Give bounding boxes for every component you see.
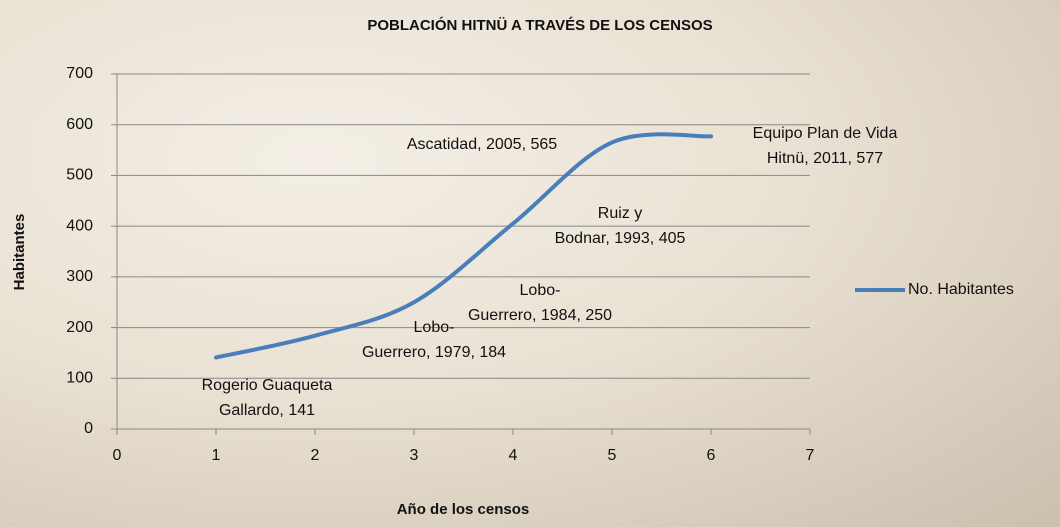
data-label-box: Lobo- Guerrero, 1979, 184 — [361, 319, 507, 361]
y-tick-label: 0 — [84, 420, 93, 437]
data-label: Lobo- Guerrero, 1984, 250 — [467, 282, 613, 324]
y-tick-label: 600 — [66, 116, 93, 133]
chart-title: POBLACIÓN HITNÜ A TRAVÉS DE LOS CENSOS — [367, 16, 712, 34]
data-label: Equipo Plan de Vida Hitnü, 2011, 577 — [752, 125, 898, 167]
x-tick-label: 7 — [806, 447, 815, 464]
data-label: Ruiz y Bodnar, 1993, 405 — [554, 205, 686, 247]
data-label-box: Ruiz y Bodnar, 1993, 405 — [554, 205, 686, 247]
y-tick-label: 500 — [66, 167, 93, 184]
data-label: Ascatidad, 2005, 565 — [406, 135, 558, 153]
data-label: Lobo- Guerrero, 1979, 184 — [361, 319, 507, 361]
data-label-box: Ascatidad, 2005, 565 — [406, 135, 558, 153]
data-label: Rogerio Guaqueta Gallardo, 141 — [201, 377, 333, 419]
legend-label: No. Habitantes — [908, 281, 1014, 298]
x-tick-label: 2 — [311, 447, 320, 464]
y-tick-label: 200 — [66, 319, 93, 336]
x-tick-label: 3 — [410, 447, 419, 464]
series-line — [214, 132, 713, 360]
x-axis-label: Año de los censos — [397, 501, 530, 518]
y-tick-label: 700 — [66, 65, 93, 82]
y-axis-label: Habitantes — [11, 214, 28, 291]
data-label-box: Lobo- Guerrero, 1984, 250 — [467, 282, 613, 324]
y-tick-label: 100 — [66, 370, 93, 387]
x-tick-label: 4 — [509, 447, 518, 464]
data-label-box: Rogerio Guaqueta Gallardo, 141 — [201, 377, 333, 419]
data-label-box: Equipo Plan de Vida Hitnü, 2011, 577 — [752, 125, 898, 167]
x-tick-label: 5 — [608, 447, 617, 464]
x-tick-label: 1 — [212, 447, 221, 464]
y-tick-label: 400 — [66, 217, 93, 234]
x-tick-label: 0 — [113, 447, 122, 464]
y-tick-label: 300 — [66, 268, 93, 285]
x-tick-label: 6 — [707, 447, 716, 464]
